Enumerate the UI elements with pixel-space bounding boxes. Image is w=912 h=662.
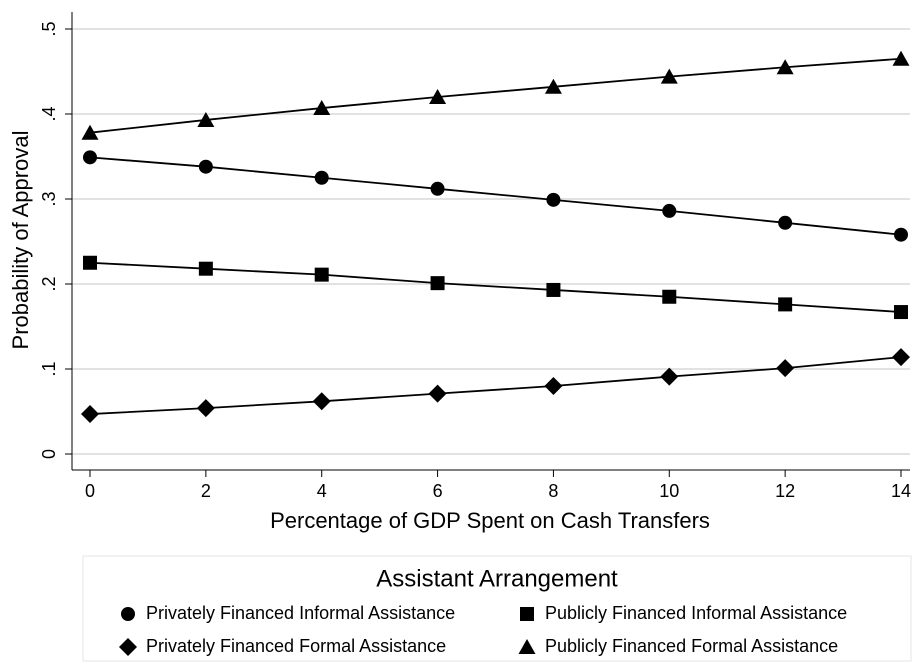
data-point (430, 276, 445, 291)
data-point (892, 50, 910, 66)
legend-marker (518, 639, 536, 654)
series-line (89, 57, 902, 134)
data-point (894, 305, 908, 320)
series-line (89, 356, 902, 415)
legend-marker (121, 607, 135, 621)
data-point (546, 282, 561, 297)
data-point (660, 367, 679, 386)
y-tick-label: .3 (39, 191, 59, 206)
data-point (894, 227, 908, 242)
data-point (314, 267, 329, 282)
y-tick-label: .4 (39, 106, 59, 121)
legend-box (82, 555, 912, 662)
data-point (196, 399, 215, 418)
data-point (660, 68, 678, 84)
data-point (83, 150, 97, 165)
x-tick-label: 2 (201, 481, 211, 501)
legend-marker (520, 607, 534, 621)
data-point (430, 181, 445, 196)
legend-label: Publicly Financed Formal Assistance (545, 636, 838, 656)
x-tick-label: 8 (548, 481, 558, 501)
data-point (546, 192, 561, 207)
data-point (778, 297, 793, 312)
data-point (429, 89, 447, 104)
data-point (81, 124, 99, 140)
data-point (428, 384, 447, 403)
y-tick-label: .2 (39, 276, 59, 291)
data-point (544, 78, 562, 94)
legend-label: Privately Financed Formal Assistance (146, 636, 446, 656)
data-point (83, 255, 97, 270)
x-tick-label: 14 (891, 481, 911, 501)
data-point (662, 203, 677, 218)
y-tick-label: .1 (39, 361, 59, 376)
x-tick-label: 10 (659, 481, 679, 501)
data-point (313, 100, 331, 116)
series-line (89, 156, 902, 236)
data-point (198, 261, 213, 276)
y-tick-label: 0 (39, 449, 59, 459)
x-tick-label: 6 (433, 481, 443, 501)
data-point (662, 289, 677, 304)
data-point (776, 59, 794, 75)
y-tick-label: .5 (39, 21, 59, 36)
data-point (776, 359, 795, 378)
legend-label: Privately Financed Informal Assistance (146, 603, 455, 623)
data-point (892, 348, 910, 367)
y-axis-title: Probability of Approval (8, 131, 33, 350)
legend-title: Assistant Arrangement (376, 565, 618, 592)
legend-marker (119, 638, 137, 656)
x-axis-title: Percentage of GDP Spent on Cash Transfer… (270, 508, 710, 533)
x-tick-label: 0 (85, 481, 95, 501)
data-point (314, 170, 329, 185)
x-tick-label: 4 (317, 481, 327, 501)
data-point (197, 111, 215, 127)
data-point (312, 392, 331, 411)
series-line (89, 261, 902, 313)
data-point (778, 215, 793, 230)
data-point (198, 159, 213, 174)
data-point (544, 377, 563, 395)
legend-label: Publicly Financed Informal Assistance (545, 603, 847, 623)
x-tick-label: 12 (775, 481, 795, 501)
data-point (81, 405, 99, 424)
